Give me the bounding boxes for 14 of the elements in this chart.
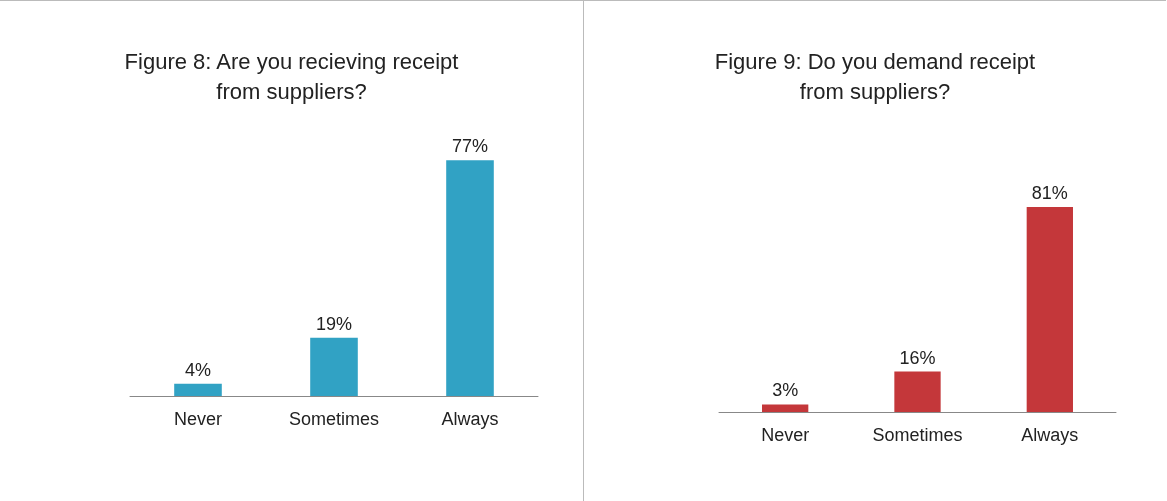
data-label: 3% <box>772 380 799 401</box>
x-tick-label: Never <box>173 409 223 429</box>
data-label: 4% <box>184 359 212 380</box>
data-label: 81% <box>1031 183 1068 204</box>
x-tick-label: Always <box>1021 425 1079 445</box>
chart-title: Figure 9: Do you demand receipt from suppliers? <box>714 48 1036 104</box>
x-tick-label: Sometimes <box>288 409 380 429</box>
data-label: 77% <box>451 136 489 157</box>
x-tick-label: Always <box>441 409 499 429</box>
data-label: 19% <box>315 313 353 334</box>
x-tick-label: Sometimes <box>872 425 963 445</box>
data-label: 16% <box>899 347 936 368</box>
chart-title: Figure 8: Are you recieving receipt from suppliers? <box>124 48 459 104</box>
x-tick-label: Never <box>761 425 810 445</box>
